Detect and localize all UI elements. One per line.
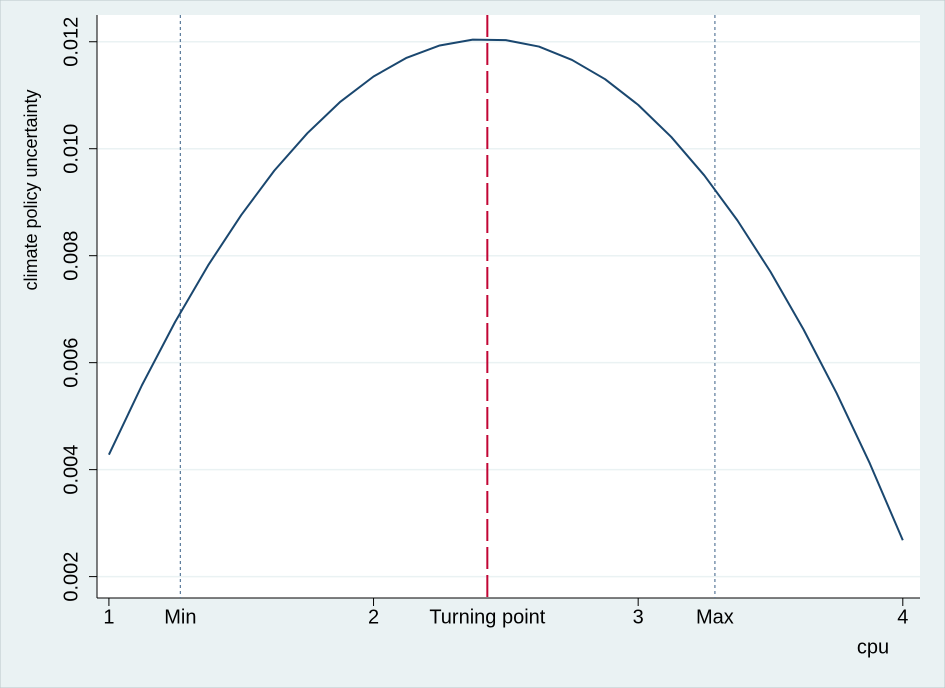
x-tick-label: 3 [633,606,644,628]
reference-label: Max [696,606,734,628]
x-axis-title: cpu [857,636,889,658]
plot-area [97,15,920,598]
y-tick-label: 0.012 [60,17,82,67]
y-tick-label: 0.008 [60,231,82,281]
y-tick-label: 0.006 [60,338,82,388]
y-axis-title: climate policy uncertainty [21,89,41,290]
y-tick-label: 0.010 [60,124,82,174]
x-tick-label: 4 [897,606,908,628]
reference-label: Turning point [429,606,545,628]
line-series [108,38,904,541]
x-tick-label: 2 [368,606,379,628]
y-tick-label: 0.002 [60,552,82,602]
reference-label: Min [164,606,196,628]
y-tick-label: 0.004 [60,445,82,495]
x-tick-label: 1 [103,606,114,628]
